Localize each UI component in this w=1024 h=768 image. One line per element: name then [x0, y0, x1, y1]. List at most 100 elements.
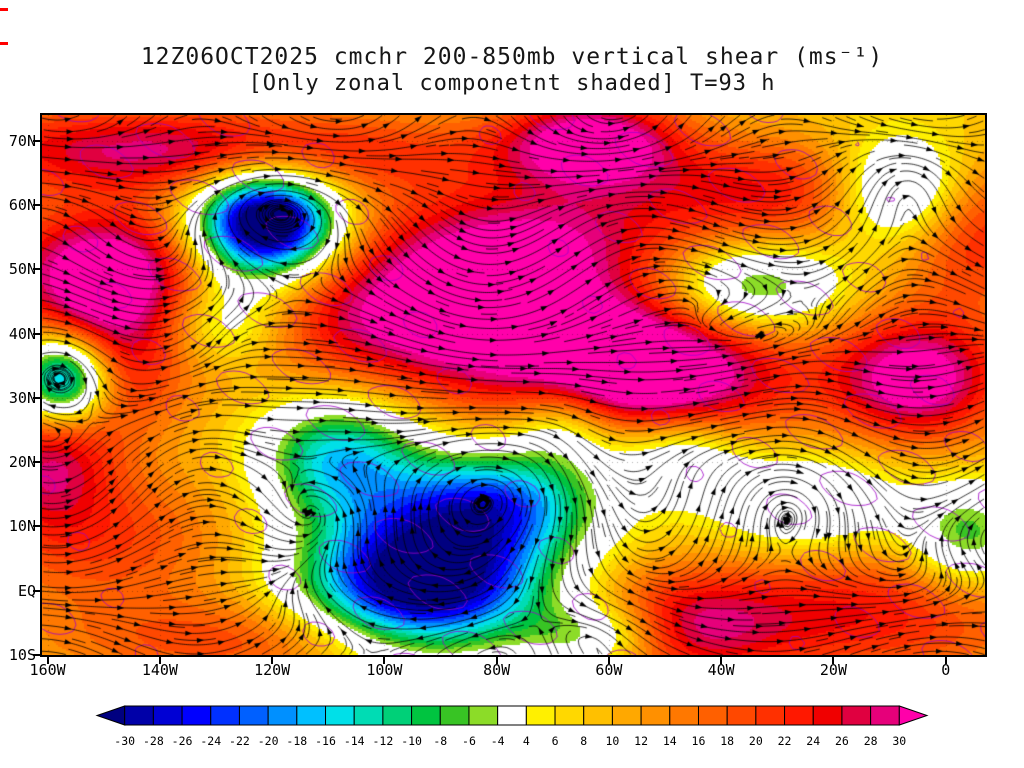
y-tick-label: 10S — [8, 646, 36, 664]
colorbar-segment — [755, 705, 786, 726]
y-tick-label: EQ — [17, 581, 36, 600]
colorbar-tick-label: 30 — [892, 734, 906, 748]
y-tick-label: 60N — [8, 196, 36, 214]
colorbar-segment — [411, 705, 441, 726]
x-tick-mark — [383, 657, 386, 664]
colorbar-segment — [210, 705, 240, 726]
colorbar-tick-label: 12 — [634, 734, 648, 748]
colorbar-tick-label: -16 — [315, 734, 336, 748]
colorbar-tick-label: -8 — [433, 734, 447, 748]
colorbar-segment — [152, 705, 183, 726]
colorbar-tick-label: -18 — [286, 734, 307, 748]
colorbar-segment — [95, 705, 126, 726]
colorbar-segment — [296, 705, 327, 726]
colorbar-tick-label: 10 — [605, 734, 619, 748]
x-tick-label: 60W — [595, 661, 623, 679]
colorbar-segment — [382, 705, 413, 726]
colorbar: -30 -28 -26 -24 -22 -20 -18 -16 -14 -12 -10 -8 -6 -4 4… — [95, 705, 929, 748]
x-tick-mark — [944, 657, 947, 664]
x-tick-label: 20W — [819, 661, 847, 679]
colorbar-tick-label: 22 — [778, 734, 792, 748]
x-tick-mark — [46, 657, 49, 664]
colorbar-segment — [353, 705, 384, 726]
y-tick-mark — [33, 461, 40, 464]
colorbar-segment — [898, 705, 929, 726]
colorbar-tick-label: -30 — [114, 734, 135, 748]
plot-title-line2: [Only zonal componetnt shaded] T=93 h — [248, 71, 776, 96]
colorbar-tick-label: 18 — [720, 734, 734, 748]
colorbar-tick-label: -24 — [200, 734, 221, 748]
colorbar-segment — [497, 705, 527, 726]
y-tick-mark — [33, 332, 40, 335]
x-tick-mark — [607, 657, 610, 664]
y-tick-mark — [33, 396, 40, 399]
colorbar-segment — [238, 705, 269, 726]
plot-title-line1: 12Z06OCT2025 cmchr 200-850mb vertical sh… — [140, 44, 884, 70]
edge-artifact-mark — [0, 8, 8, 11]
colorbar-tick-label: 6 — [552, 734, 559, 748]
y-tick-label: 10N — [8, 517, 36, 536]
colorbar-segment — [124, 705, 154, 726]
y-tick-label: 70N — [8, 131, 36, 150]
colorbar-tick-label: 26 — [835, 734, 849, 748]
colorbar-segment — [325, 705, 355, 726]
colorbar-segment — [669, 705, 699, 726]
colorbar-segment — [611, 705, 642, 726]
colorbar-tick-label: -28 — [143, 734, 164, 748]
shear-map-canvas — [42, 115, 985, 655]
x-tick-mark — [271, 657, 274, 664]
x-tick-label: 0 — [941, 661, 951, 679]
colorbar-segment — [267, 705, 298, 726]
colorbar-tick-label: -6 — [462, 734, 476, 748]
colorbar-tick-label: -22 — [229, 734, 250, 748]
colorbar-tick-label: -12 — [373, 734, 394, 748]
x-tick-label: 40W — [707, 661, 735, 679]
x-tick-label: 160W — [29, 661, 66, 679]
x-tick-label: 100W — [366, 661, 403, 679]
y-tick-label: 20N — [8, 453, 36, 472]
colorbar-tick-label: -10 — [401, 734, 422, 748]
y-tick-label: 40N — [8, 324, 36, 343]
colorbar-tick-label: -20 — [258, 734, 279, 748]
y-tick-mark — [33, 204, 40, 206]
x-tick-label: 80W — [483, 661, 511, 679]
x-tick-label: 120W — [254, 661, 291, 679]
colorbar-segment — [439, 705, 470, 726]
map-frame — [40, 113, 987, 657]
colorbar-segment — [525, 705, 556, 726]
colorbar-tick-label: 4 — [523, 734, 530, 748]
y-tick-label: 50N — [8, 260, 36, 279]
colorbar-segment — [812, 705, 843, 726]
x-tick-label: 140W — [141, 661, 178, 679]
colorbar-tick-label: -26 — [172, 734, 193, 748]
colorbar-tick-label: 28 — [864, 734, 878, 748]
edge-artifact-mark — [0, 42, 8, 45]
colorbar-segment — [468, 705, 499, 726]
y-tick-mark — [33, 525, 40, 528]
colorbar-tick-label: 20 — [749, 734, 763, 748]
colorbar-segment — [870, 705, 900, 726]
colorbar-segment — [181, 705, 212, 726]
x-tick-mark — [720, 657, 723, 664]
y-tick-mark — [33, 268, 40, 271]
colorbar-segment — [583, 705, 613, 726]
colorbar-segment — [697, 705, 728, 726]
y-tick-mark — [33, 589, 40, 592]
colorbar-segment — [554, 705, 585, 726]
colorbar-tick-label: 8 — [580, 734, 587, 748]
colorbar-segment — [841, 705, 872, 726]
colorbar-tick-label: -4 — [491, 734, 505, 748]
x-tick-mark — [832, 657, 835, 664]
x-tick-mark — [495, 657, 498, 664]
colorbar-segment — [784, 705, 814, 726]
x-tick-mark — [158, 657, 161, 664]
colorbar-tick-label: 16 — [692, 734, 706, 748]
colorbar-tick-label: 24 — [806, 734, 820, 748]
y-tick-label: 30N — [8, 388, 36, 407]
y-tick-mark — [33, 139, 40, 142]
colorbar-segment — [640, 705, 671, 726]
y-tick-mark — [33, 654, 40, 656]
colorbar-segment — [726, 705, 757, 726]
colorbar-tick-label: 14 — [663, 734, 677, 748]
